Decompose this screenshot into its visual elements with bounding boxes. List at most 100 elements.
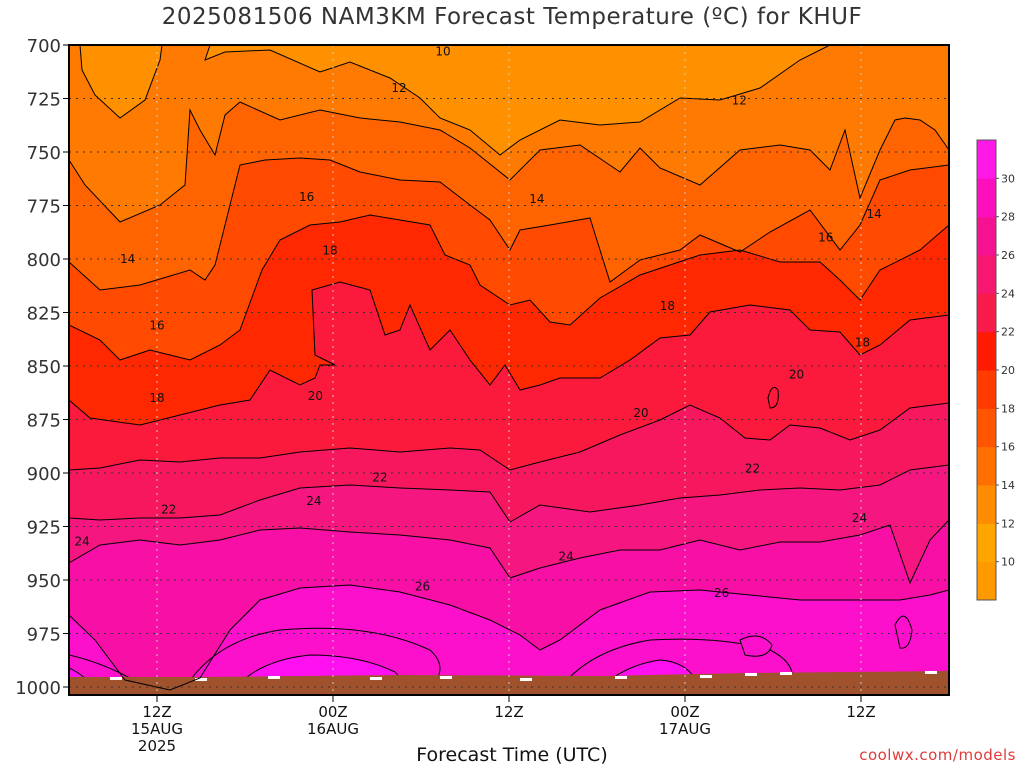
x-tick-label: 00Z <box>670 703 699 721</box>
colorbar-swatch <box>977 216 996 256</box>
band-core28e <box>894 615 913 649</box>
contour-label: 18 <box>149 391 164 405</box>
y-tick-label: 900 <box>27 464 61 485</box>
y-tick-label: 725 <box>27 90 61 111</box>
surface-marker <box>370 677 382 680</box>
y-tick-label: 875 <box>27 411 61 432</box>
y-tick-label: 925 <box>27 518 61 539</box>
y-tick-label: 775 <box>27 197 61 218</box>
colorbar-swatch <box>977 293 996 333</box>
surface-marker <box>700 675 712 678</box>
colorbar-swatch <box>977 561 996 601</box>
y-tick-label: 850 <box>27 357 61 378</box>
contour-label: 12 <box>732 94 747 108</box>
colorbar-swatch <box>977 255 996 294</box>
colorbar-tick-label: 16 <box>1001 441 1015 454</box>
surface-marker <box>195 678 207 681</box>
contour-label: 12 <box>391 81 406 95</box>
y-tick-label: 750 <box>27 143 61 164</box>
contour-label: 10 <box>435 44 450 58</box>
contour-label: 24 <box>559 549 574 563</box>
contour-14 <box>69 101 949 223</box>
contour-label: 16 <box>299 190 314 204</box>
y-axis-ticks: 700 725 750 775 800 825 850 875 900 925 950 975 1000 <box>15 36 69 699</box>
contour-28 <box>69 584 949 691</box>
surface-marker <box>745 673 757 676</box>
colorbar-tick-label: 20 <box>1001 364 1015 377</box>
colorbar-swatch <box>977 523 996 563</box>
surface-marker <box>925 671 937 674</box>
colorbar-swatch <box>977 408 996 448</box>
contour-label: 22 <box>161 502 176 516</box>
contour-label: 24 <box>75 534 90 548</box>
colorbar-tick-label: 10 <box>1001 556 1015 569</box>
contour-label: 20 <box>789 368 804 382</box>
y-tick-label: 700 <box>27 36 61 57</box>
x-tick-label: 16AUG <box>307 720 359 738</box>
colorbar-swatch <box>977 331 996 371</box>
x-tick-label: 12Z <box>494 703 523 721</box>
colorbar-tick-label: 14 <box>1001 479 1015 492</box>
contour-labels: 10 12 12 14 14 14 16 16 16 18 18 18 18 20 20 20 22 22 22 24… <box>75 44 882 599</box>
surface-marker <box>110 677 122 680</box>
band-core28d <box>739 635 773 657</box>
colorbar-tick-label: 12 <box>1001 517 1015 530</box>
x-tick-label: 12Z <box>846 703 875 721</box>
colorbar-swatch <box>977 446 996 486</box>
contour-label: 14 <box>529 192 544 206</box>
contour-label: 20 <box>633 406 648 420</box>
surface-marker <box>268 676 280 679</box>
temperature-fill-bands <box>69 45 949 695</box>
contour-20 <box>69 281 949 426</box>
contour-label: 14 <box>867 207 882 221</box>
y-tick-label: 800 <box>27 250 61 271</box>
colorbar-swatch <box>977 178 996 218</box>
x-tick-label: 15AUG <box>131 720 183 738</box>
colorbar-tick-label: 30 <box>1001 172 1015 185</box>
surface-marker <box>440 676 452 679</box>
contour-24 <box>69 464 949 523</box>
contour-16 <box>69 157 949 291</box>
surface-marker <box>520 678 532 681</box>
credit-link[interactable]: coolwx.com/models <box>859 746 1016 764</box>
band-loop20 <box>767 386 779 409</box>
contour-18 <box>69 214 949 361</box>
contour-26 <box>69 519 949 585</box>
surface-marker <box>780 672 792 675</box>
y-tick-label: 825 <box>27 304 61 325</box>
colorbar-tick-label: 18 <box>1001 402 1015 415</box>
colorbar-tick-label: 28 <box>1001 211 1015 224</box>
contour-label: 24 <box>852 511 867 525</box>
colorbar-tick-label: 24 <box>1001 287 1015 300</box>
x-axis-label: Forecast Time (UTC) <box>416 744 608 766</box>
contour-label: 22 <box>372 470 387 484</box>
contour-label: 14 <box>120 252 135 266</box>
x-tick-label: 00Z <box>318 703 347 721</box>
y-tick-label: 950 <box>27 571 61 592</box>
contour-label: 16 <box>149 318 164 332</box>
colorbar-tick-label: 22 <box>1001 326 1015 339</box>
x-tick-label: 2025 <box>138 737 176 755</box>
x-tick-label: 12Z <box>142 703 171 721</box>
contour-label: 20 <box>308 389 323 403</box>
chart-title: 2025081506 NAM3KM Forecast Temperature (… <box>161 4 863 30</box>
x-tick-label: 17AUG <box>659 720 711 738</box>
contour-label: 22 <box>745 462 760 476</box>
y-tick-label: 975 <box>27 625 61 646</box>
colorbar-swatch <box>977 485 996 524</box>
contour-label: 18 <box>322 243 337 257</box>
colorbar-swatch <box>977 140 996 179</box>
surface-marker <box>615 676 627 679</box>
colorbar-tick-label: 26 <box>1001 249 1015 262</box>
contour-label: 26 <box>714 586 729 600</box>
contour-label: 18 <box>660 299 675 313</box>
contour-label: 18 <box>855 335 870 349</box>
colorbar: 10 12 14 16 18 20 22 24 26 28 30 <box>976 139 1015 601</box>
contour-label: 24 <box>306 494 321 508</box>
contour-22 <box>69 402 949 471</box>
contour-label: 16 <box>818 231 833 245</box>
colorbar-swatch <box>977 370 996 409</box>
y-tick-label: 1000 <box>15 678 61 699</box>
